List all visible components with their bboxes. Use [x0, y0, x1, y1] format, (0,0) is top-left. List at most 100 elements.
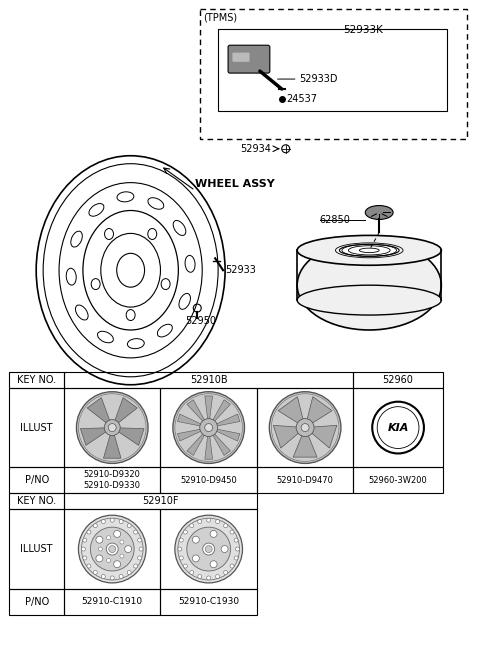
- Polygon shape: [178, 429, 202, 441]
- Ellipse shape: [230, 530, 234, 534]
- Text: 52934: 52934: [240, 144, 271, 154]
- Text: 52910B: 52910B: [190, 375, 228, 385]
- Polygon shape: [187, 434, 205, 455]
- Ellipse shape: [190, 571, 194, 575]
- Ellipse shape: [297, 240, 441, 330]
- Polygon shape: [104, 434, 121, 458]
- Text: KEY NO.: KEY NO.: [17, 375, 56, 385]
- Ellipse shape: [83, 538, 87, 542]
- Polygon shape: [205, 396, 213, 420]
- Text: ILLUST: ILLUST: [21, 544, 53, 554]
- Circle shape: [204, 424, 213, 432]
- Ellipse shape: [110, 576, 114, 580]
- Ellipse shape: [236, 547, 240, 551]
- Ellipse shape: [138, 538, 142, 542]
- Circle shape: [221, 546, 228, 552]
- Text: 52933K: 52933K: [343, 26, 383, 35]
- Ellipse shape: [179, 538, 183, 542]
- Circle shape: [90, 527, 134, 571]
- Text: ILLUST: ILLUST: [21, 422, 53, 432]
- Circle shape: [200, 419, 217, 436]
- Ellipse shape: [297, 236, 441, 265]
- Ellipse shape: [87, 530, 91, 534]
- Circle shape: [269, 392, 341, 463]
- Circle shape: [108, 424, 116, 432]
- Polygon shape: [274, 425, 299, 448]
- Ellipse shape: [234, 556, 238, 560]
- Ellipse shape: [178, 547, 182, 551]
- Circle shape: [96, 536, 103, 543]
- Polygon shape: [187, 400, 205, 422]
- Polygon shape: [213, 400, 230, 422]
- Ellipse shape: [119, 520, 123, 523]
- Circle shape: [114, 561, 120, 567]
- Circle shape: [301, 424, 309, 432]
- Ellipse shape: [183, 530, 187, 534]
- Ellipse shape: [224, 571, 228, 575]
- Circle shape: [125, 546, 132, 552]
- Ellipse shape: [127, 523, 131, 527]
- Circle shape: [104, 420, 120, 436]
- Circle shape: [210, 561, 217, 567]
- Polygon shape: [115, 398, 137, 423]
- Ellipse shape: [82, 547, 85, 551]
- Polygon shape: [307, 397, 332, 423]
- Ellipse shape: [216, 520, 219, 523]
- Ellipse shape: [216, 575, 219, 579]
- FancyBboxPatch shape: [228, 45, 270, 73]
- Text: 52910-D9470: 52910-D9470: [276, 476, 334, 485]
- Circle shape: [96, 555, 103, 562]
- Text: 52910-C1930: 52910-C1930: [178, 598, 239, 606]
- Circle shape: [109, 546, 116, 552]
- Ellipse shape: [190, 523, 194, 527]
- Ellipse shape: [224, 523, 228, 527]
- Text: 52910-D9450: 52910-D9450: [180, 476, 237, 485]
- Text: KIA: KIA: [387, 422, 409, 432]
- Text: 52910-D9320
52910-D9330: 52910-D9320 52910-D9330: [84, 470, 141, 491]
- FancyBboxPatch shape: [232, 52, 250, 62]
- Circle shape: [187, 527, 230, 571]
- Ellipse shape: [365, 205, 393, 220]
- Polygon shape: [178, 414, 202, 426]
- Text: KEY NO.: KEY NO.: [17, 496, 56, 506]
- Text: (TPMS): (TPMS): [203, 12, 237, 22]
- Ellipse shape: [183, 564, 187, 568]
- Ellipse shape: [297, 285, 441, 315]
- Circle shape: [210, 531, 217, 537]
- Polygon shape: [213, 434, 230, 455]
- Text: 24537: 24537: [287, 94, 318, 104]
- Ellipse shape: [207, 518, 211, 522]
- Ellipse shape: [179, 556, 183, 560]
- Text: 52960: 52960: [383, 375, 413, 385]
- Text: 52933: 52933: [225, 265, 256, 276]
- Circle shape: [120, 554, 124, 558]
- Circle shape: [175, 515, 242, 583]
- Circle shape: [76, 392, 148, 463]
- Ellipse shape: [133, 564, 138, 568]
- Ellipse shape: [101, 520, 105, 523]
- Polygon shape: [311, 425, 337, 448]
- Circle shape: [98, 547, 102, 551]
- Circle shape: [205, 546, 212, 552]
- Text: 52933D: 52933D: [300, 74, 338, 84]
- Ellipse shape: [87, 564, 91, 568]
- Circle shape: [107, 536, 110, 540]
- Text: WHEEL ASSY: WHEEL ASSY: [195, 178, 275, 188]
- Circle shape: [120, 540, 124, 544]
- Text: 62850: 62850: [320, 215, 350, 226]
- Polygon shape: [81, 428, 107, 445]
- Ellipse shape: [110, 518, 114, 522]
- Circle shape: [192, 536, 199, 543]
- Text: 52910-C1910: 52910-C1910: [82, 598, 143, 606]
- Polygon shape: [205, 436, 213, 459]
- Ellipse shape: [198, 575, 202, 579]
- Polygon shape: [118, 428, 144, 445]
- Polygon shape: [87, 398, 110, 423]
- Circle shape: [78, 515, 146, 583]
- Ellipse shape: [198, 520, 202, 523]
- Polygon shape: [278, 397, 303, 423]
- Circle shape: [107, 558, 110, 562]
- Circle shape: [296, 419, 314, 436]
- Text: P/NO: P/NO: [24, 476, 49, 485]
- Circle shape: [106, 543, 118, 555]
